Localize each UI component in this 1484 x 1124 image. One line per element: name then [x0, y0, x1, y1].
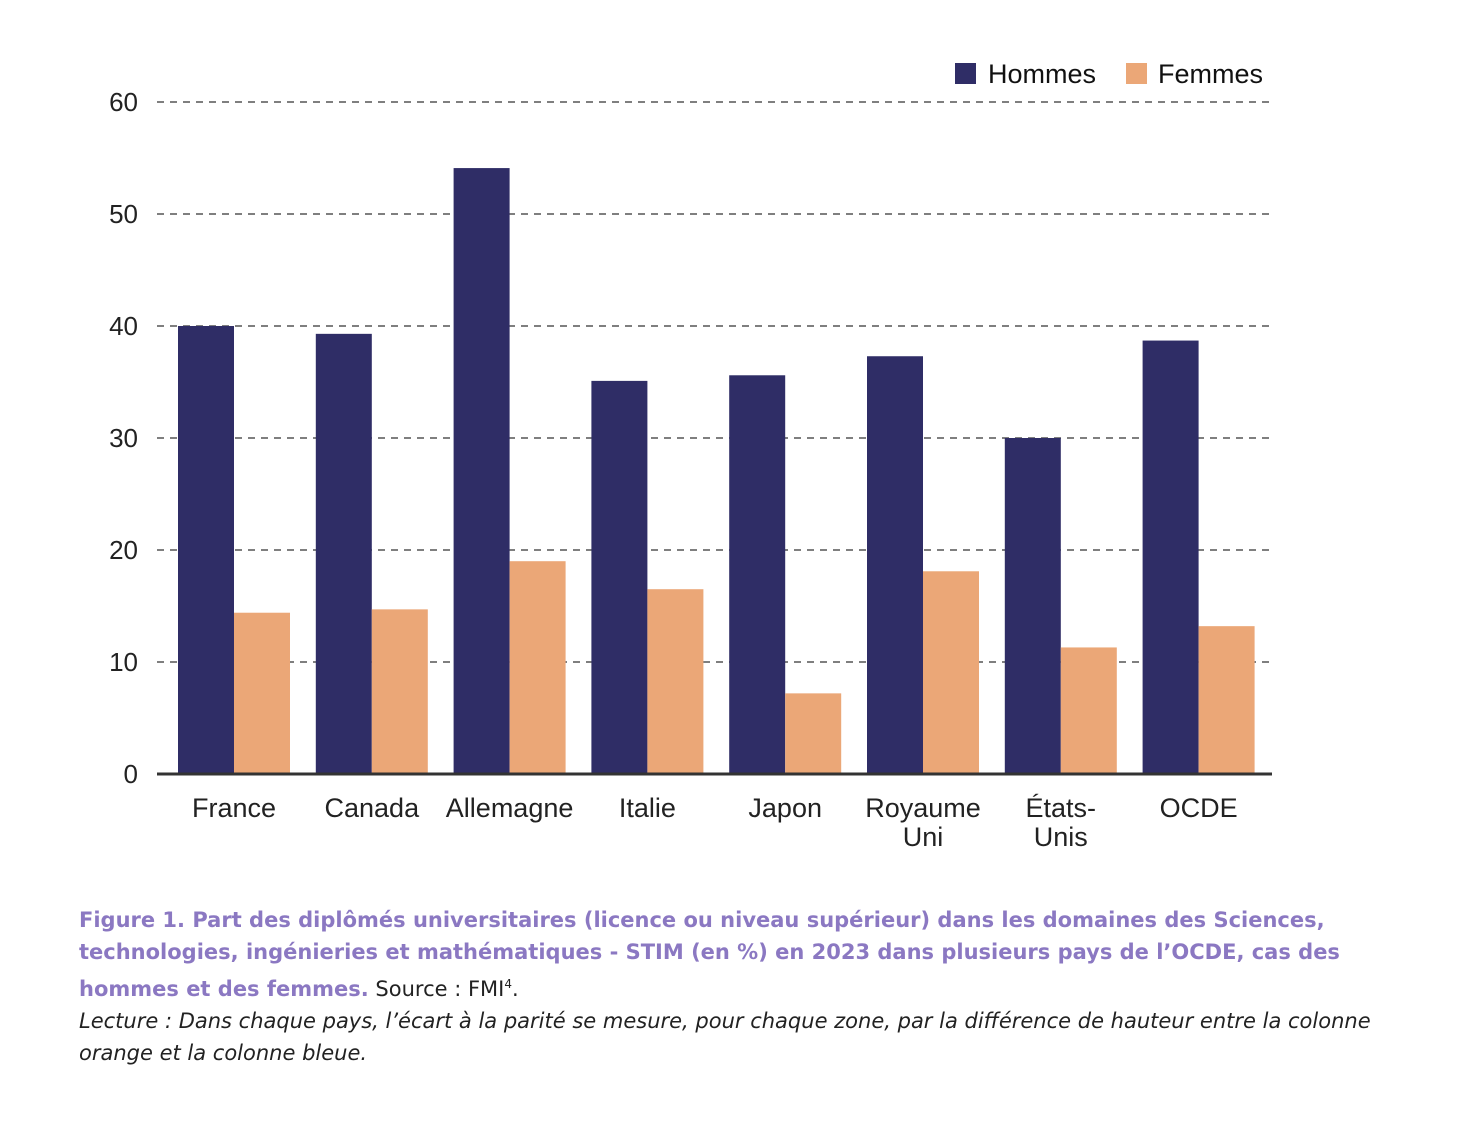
bar-femmes [509, 561, 566, 774]
bar-hommes [1142, 340, 1199, 774]
bar-hommes [867, 356, 923, 774]
bar-hommes [591, 380, 648, 774]
legend-swatch-femmes [1126, 63, 1147, 84]
y-tick-label: 20 [109, 535, 138, 565]
legend-label-hommes: Hommes [988, 59, 1096, 89]
x-tick-label: Royaume Uni [865, 793, 981, 852]
bar-hommes [315, 333, 372, 774]
legend: Hommes Femmes [955, 59, 1263, 89]
bar-femmes [785, 693, 842, 774]
bar-hommes [453, 168, 510, 774]
caption-lecture: Lecture : Dans chaque pays, l’écart à la… [79, 1009, 1371, 1065]
x-tick-label: Canada [325, 793, 421, 823]
legend-label-femmes: Femmes [1158, 59, 1263, 89]
bar-hommes [729, 375, 786, 774]
x-tick-label: Italie [619, 793, 676, 823]
x-tick-label: États-Unis [1026, 793, 1097, 852]
bar-femmes [371, 609, 428, 774]
y-tick-label: 40 [109, 311, 138, 341]
caption-title: Figure 1. Part des diplômés universitair… [79, 908, 1340, 1001]
bar-hommes [1004, 438, 1061, 774]
y-tick-label: 0 [124, 759, 138, 789]
x-tick-label: France [192, 793, 276, 823]
caption-source-end: . [512, 977, 519, 1001]
figure-caption: Figure 1. Part des diplômés universitair… [79, 904, 1379, 1069]
bar-hommes [178, 326, 234, 774]
x-tick-label: OCDE [1160, 793, 1238, 823]
y-tick-label: 50 [109, 199, 138, 229]
bars [178, 168, 1255, 774]
legend-swatch-hommes [955, 63, 976, 84]
caption-source-note: 4 [504, 977, 513, 991]
bar-femmes [923, 571, 979, 774]
x-tick-label: Allemagne [446, 793, 574, 823]
y-axis-ticks: 0 10 20 30 40 50 60 [109, 87, 138, 789]
bar-femmes [1198, 626, 1255, 774]
y-tick-label: 60 [109, 87, 138, 117]
bar-femmes [234, 612, 290, 774]
y-tick-label: 10 [109, 647, 138, 677]
caption-source-text: Source : FMI [375, 977, 505, 1001]
bar-femmes [1060, 647, 1117, 774]
x-tick-label: Japon [748, 793, 822, 823]
bar-femmes [647, 589, 704, 774]
bar-chart: 0 10 20 30 40 50 60 France Canada Allemagne Itali… [109, 59, 1272, 852]
caption-source: Source : FMI4. [375, 977, 518, 1001]
x-axis-labels: France Canada Allemagne Italie Japon Royaume U… [192, 793, 1238, 852]
y-tick-label: 30 [109, 423, 138, 453]
